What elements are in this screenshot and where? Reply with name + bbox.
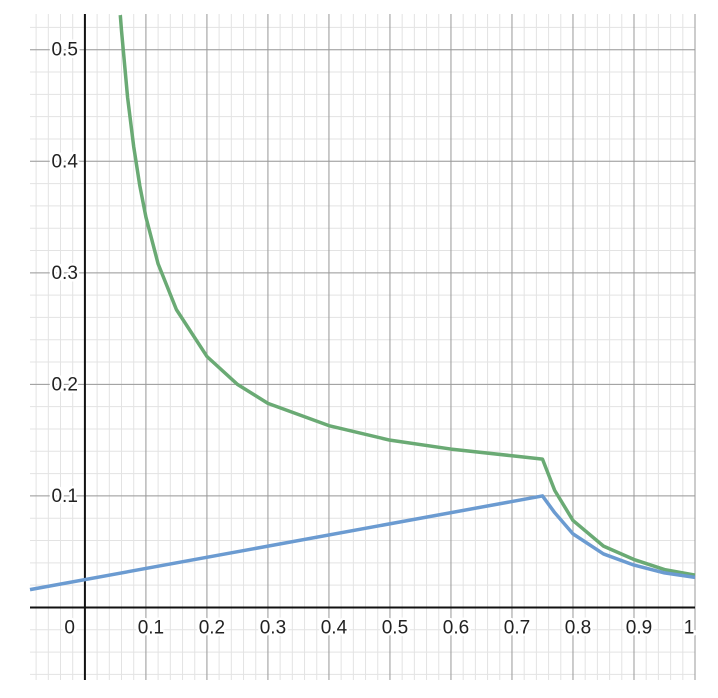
x-tick-label: 0.5 [382, 618, 408, 639]
y-tick-label: 0.1 [51, 486, 77, 507]
x-tick-label: 0.8 [565, 618, 591, 639]
x-tick-label: 0 [64, 618, 75, 639]
x-tick-label: 0.2 [199, 618, 225, 639]
y-tick-label: 0.4 [51, 151, 78, 172]
x-tick-label: 0.9 [626, 618, 652, 639]
x-tick-label: 1 [684, 618, 695, 639]
curve [29, 494, 696, 592]
x-tick-label: 0.4 [321, 618, 348, 639]
y-tick-label: 0.3 [51, 263, 77, 284]
x-tick-label: 0.6 [443, 618, 469, 639]
x-tick-label: 0.3 [260, 618, 286, 639]
curve [118, 14, 696, 577]
y-tick-label: 0.5 [51, 40, 77, 61]
x-tick-label: 0.7 [504, 618, 530, 639]
x-tick-label: 0.1 [138, 618, 164, 639]
y-tick-label: 0.2 [51, 374, 77, 395]
